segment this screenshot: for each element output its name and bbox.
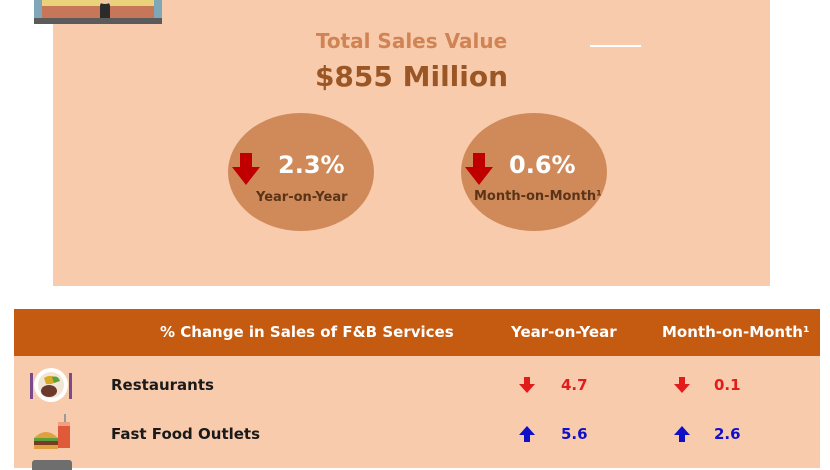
header-underline — [590, 45, 641, 47]
down-arrow-icon — [519, 377, 535, 393]
table-row: Restaurants 4.7 0.1 — [14, 359, 820, 407]
storefront-illustration — [34, 0, 162, 24]
yoy-percent: 2.3% — [278, 151, 345, 179]
down-arrow-icon — [232, 153, 260, 185]
restaurant-plate-icon — [30, 368, 72, 402]
mom-bubble: 0.6% Month-on-Month¹ — [461, 113, 607, 231]
table-row: Fast Food Outlets 5.6 2.6 — [14, 408, 820, 456]
mom-label: Month-on-Month¹ — [474, 189, 602, 204]
yoy-column-header: Year-on-Year — [511, 323, 617, 341]
table-header: % Change in Sales of F&B Services Year-o… — [14, 309, 820, 356]
total-sales-value: $855 Million — [314, 60, 509, 93]
total-sales-label: Total Sales Value — [315, 29, 508, 53]
down-arrow-icon — [465, 153, 493, 185]
mom-percent: 0.6% — [509, 151, 576, 179]
yoy-bubble: 2.3% Year-on-Year — [228, 113, 374, 231]
person-figure — [99, 0, 111, 20]
up-arrow-icon — [519, 426, 535, 442]
row-yoy-value: 5.6 — [561, 425, 588, 443]
row-name: Fast Food Outlets — [111, 425, 261, 443]
awning-shape — [42, 0, 154, 6]
table-body: Restaurants 4.7 0.1 Fast Food Outlets 5.… — [14, 356, 820, 468]
fast-food-icon — [34, 414, 70, 449]
row-mom-value: 0.1 — [714, 376, 741, 394]
yoy-label: Year-on-Year — [256, 190, 348, 205]
mom-column-header: Month-on-Month¹ — [662, 323, 810, 341]
ground-strip — [34, 18, 162, 24]
down-arrow-icon — [674, 377, 690, 393]
row-mom-value: 2.6 — [714, 425, 741, 443]
summary-panel — [53, 0, 770, 286]
row-yoy-value: 4.7 — [561, 376, 588, 394]
partial-row-icon — [32, 460, 72, 470]
category-column-header: % Change in Sales of F&B Services — [160, 323, 454, 341]
row-name: Restaurants — [111, 376, 214, 394]
up-arrow-icon — [674, 426, 690, 442]
